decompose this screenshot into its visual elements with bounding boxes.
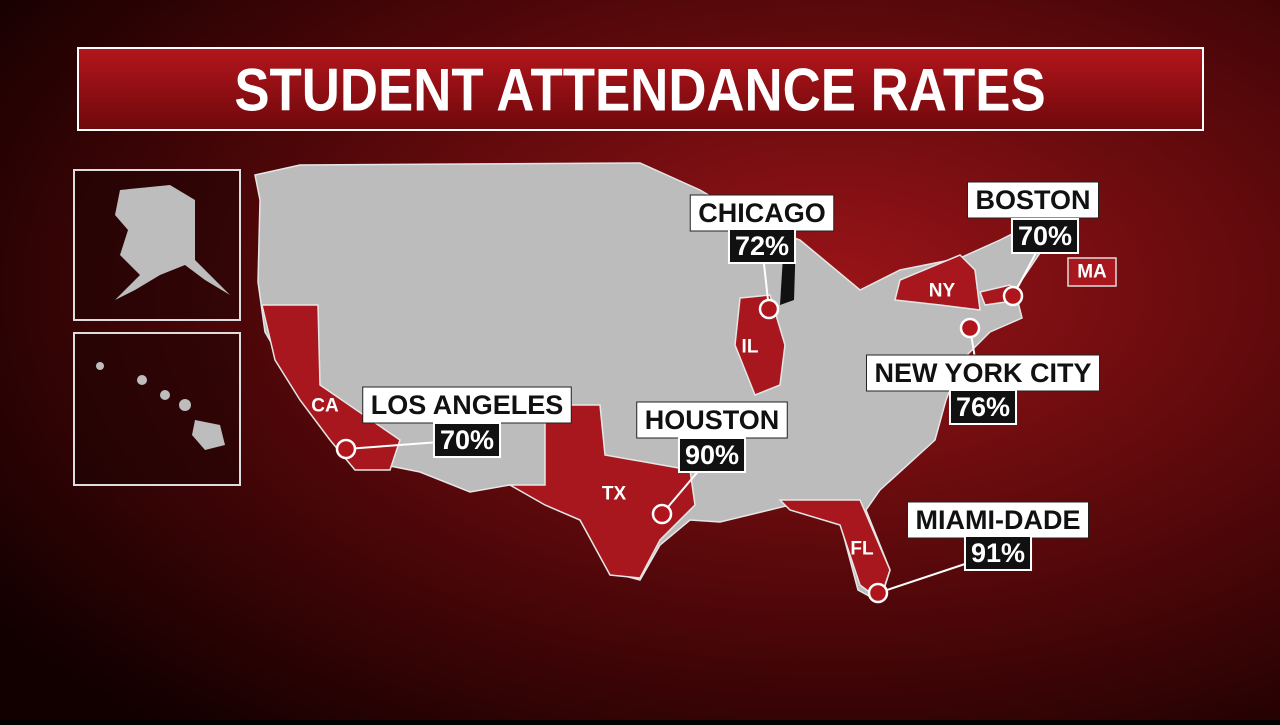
state-il <box>734 294 786 396</box>
state-ca <box>261 304 401 471</box>
hawaii-inset <box>73 332 241 486</box>
alaska <box>115 185 230 300</box>
city-name: LOS ANGELES <box>371 390 564 420</box>
state-label: IL <box>742 337 759 358</box>
city-name: HOUSTON <box>645 405 780 435</box>
state-box <box>1067 257 1117 287</box>
city-rate: 91% <box>971 538 1025 568</box>
city-name-box <box>966 181 1100 219</box>
highlighted-states <box>261 254 1022 602</box>
city-name: MIAMI-DADE <box>916 505 1081 535</box>
city-rate: 76% <box>956 392 1010 422</box>
city-name-box <box>689 194 835 232</box>
city-rate: 90% <box>685 440 739 470</box>
city-name-box <box>362 386 572 424</box>
state-label: CA <box>311 396 339 417</box>
state-label: TX <box>602 484 627 505</box>
city-rate-box <box>1010 218 1080 254</box>
city-name: BOSTON <box>975 185 1090 215</box>
state-label: MA <box>1077 262 1107 283</box>
title-bar <box>77 47 1204 131</box>
city-dot <box>335 438 357 460</box>
city-rate: 72% <box>735 231 789 261</box>
city-name-box <box>907 501 1089 539</box>
city-name-box <box>636 401 788 439</box>
city-rate: 70% <box>440 425 494 455</box>
state-tx <box>507 404 696 579</box>
city-dot <box>1002 285 1024 307</box>
city-name-box <box>865 354 1101 392</box>
state-label: NY <box>929 281 956 302</box>
city-rate-box <box>963 535 1033 571</box>
city-name: CHICAGO <box>698 198 826 228</box>
state-label: FL <box>850 539 874 560</box>
city-dot <box>867 582 889 604</box>
state-ny <box>894 254 981 311</box>
city-rate-box <box>948 389 1018 425</box>
city-dot <box>651 503 673 525</box>
title: STUDENT ATTENDANCE RATES <box>234 57 1045 124</box>
city-name: NEW YORK CITY <box>874 358 1091 388</box>
city-rate-box <box>677 437 747 473</box>
city-rate-box <box>727 228 797 264</box>
city-rate-box <box>432 422 502 458</box>
hawaii <box>96 362 225 450</box>
city-rate: 70% <box>1018 221 1072 251</box>
city-dot <box>758 298 780 320</box>
city-dot <box>959 317 981 339</box>
